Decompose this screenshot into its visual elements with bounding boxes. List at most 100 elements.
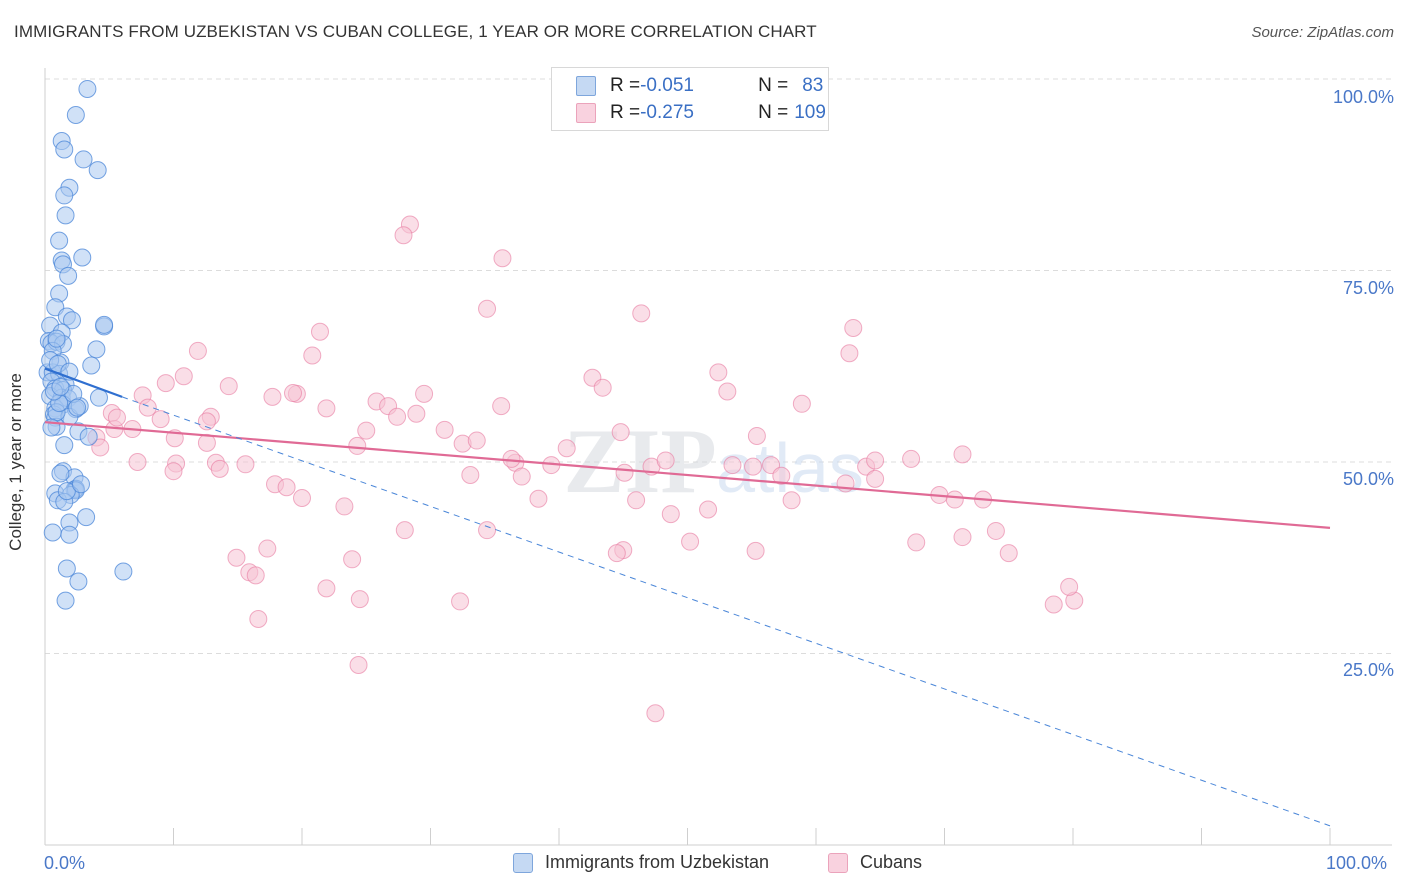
cubans-point [91, 438, 110, 457]
cubans-point [303, 346, 322, 365]
cubans-point [493, 249, 512, 268]
cubans-point [138, 398, 157, 417]
cubans-point [746, 541, 765, 560]
cubans-point [197, 412, 216, 431]
legend-row-cubans: R = -0.275 N = 109 [576, 101, 826, 125]
bottom-legend-uzbekistan: Immigrants from Uzbekistan [513, 852, 769, 873]
uzbekistan-point [114, 562, 133, 581]
cubans-point [747, 426, 766, 445]
y-tick-label: 50.0% [1342, 469, 1394, 489]
legend-label: Immigrants from Uzbekistan [545, 852, 770, 872]
uzbekistan-points [38, 79, 133, 610]
cubans-point [632, 304, 651, 323]
cubans-point [317, 579, 336, 598]
uzbekistan-point [51, 464, 70, 483]
uzbekistan-point [69, 572, 88, 591]
cubans-point [953, 445, 972, 464]
uzbekistan-point [51, 377, 70, 396]
cubans-point [357, 421, 376, 440]
cubans-point [945, 490, 964, 509]
cubans-point [772, 466, 791, 485]
y-tick-label: 75.0% [1342, 278, 1394, 298]
cubans-point [388, 407, 407, 426]
uzbekistan-point [43, 523, 62, 542]
uzbekistan-point [87, 340, 106, 359]
blue-legend-swatch-icon [513, 852, 533, 873]
cubans-point [478, 521, 497, 540]
cubans-point [478, 299, 497, 318]
n-label: N = [758, 102, 789, 123]
cubans-point [953, 528, 972, 547]
cubans-point [593, 378, 612, 397]
cubans-point [866, 469, 885, 488]
cubans-point [467, 431, 486, 450]
cubans-point [529, 489, 548, 508]
cubans-point [219, 377, 238, 396]
cubans-point [512, 467, 531, 486]
uzbekistan-point [88, 161, 107, 180]
cubans-point [435, 420, 454, 439]
cubans-point [174, 367, 193, 386]
uzbekistan-point [57, 559, 76, 578]
uzbekistan-point [56, 206, 75, 225]
uzbekistan-point [62, 311, 81, 330]
cubans-point [681, 532, 700, 551]
cubans-point [394, 226, 413, 245]
uzbekistan-point [55, 186, 74, 205]
cubans-point [128, 453, 147, 471]
cubans-point [156, 374, 175, 393]
n-value: 109 [794, 102, 826, 123]
cubans-point [263, 387, 282, 406]
uzbekistan-trend-line [44, 367, 123, 398]
uzbekistan-point [95, 315, 114, 334]
cubans-point [844, 318, 863, 337]
cubans-point [188, 341, 207, 360]
uzbekistan-point [60, 525, 79, 544]
cubans-point [343, 550, 362, 569]
r-label: R = [610, 75, 641, 96]
r-value: -0.275 [640, 102, 694, 123]
cubans-point [1044, 595, 1063, 614]
cubans-point [792, 394, 811, 413]
r-label: R = [610, 102, 641, 123]
cubans-points [87, 215, 1084, 723]
uzbekistan-trend-extension [121, 396, 1331, 827]
uzbekistan-point [82, 356, 101, 375]
cubans-point [866, 451, 885, 470]
cubans-point [284, 384, 303, 403]
legend-label: Cubans [860, 852, 923, 872]
cubans-point [492, 397, 511, 416]
cubans-point [310, 322, 329, 341]
cubans-point [709, 363, 728, 382]
uzbekistan-point [66, 106, 85, 125]
cubans-point [607, 544, 626, 563]
cubans-point [164, 462, 183, 481]
uzbekistan-point [55, 436, 74, 455]
uzbekistan-point [47, 329, 66, 348]
uzbekistan-point [59, 266, 78, 285]
cubans-point [277, 478, 296, 497]
uzbekistan-point [77, 508, 96, 527]
cubans-point [744, 457, 763, 476]
uzbekistan-point [71, 475, 90, 494]
cubans-point [907, 533, 926, 552]
y-tick-label: 100.0% [1332, 87, 1394, 107]
cubans-point [461, 466, 480, 485]
uzbekistan-point [56, 591, 75, 610]
axes [44, 68, 1392, 846]
cubans-point [415, 384, 434, 403]
cubans-point [407, 404, 426, 423]
cubans-point [718, 382, 737, 401]
n-value: 83 [802, 75, 824, 96]
uzbekistan-point [73, 248, 92, 267]
blue-swatch-icon [576, 76, 596, 96]
cubans-point [840, 344, 859, 363]
cubans-point [1060, 577, 1079, 596]
uzbekistan-point [79, 427, 98, 446]
n-label: N = [758, 75, 789, 96]
cubans-point [782, 491, 801, 510]
r-value: -0.051 [640, 75, 694, 96]
uzbekistan-point [78, 79, 97, 98]
cubans-point [557, 439, 576, 458]
cubans-point [627, 491, 646, 510]
